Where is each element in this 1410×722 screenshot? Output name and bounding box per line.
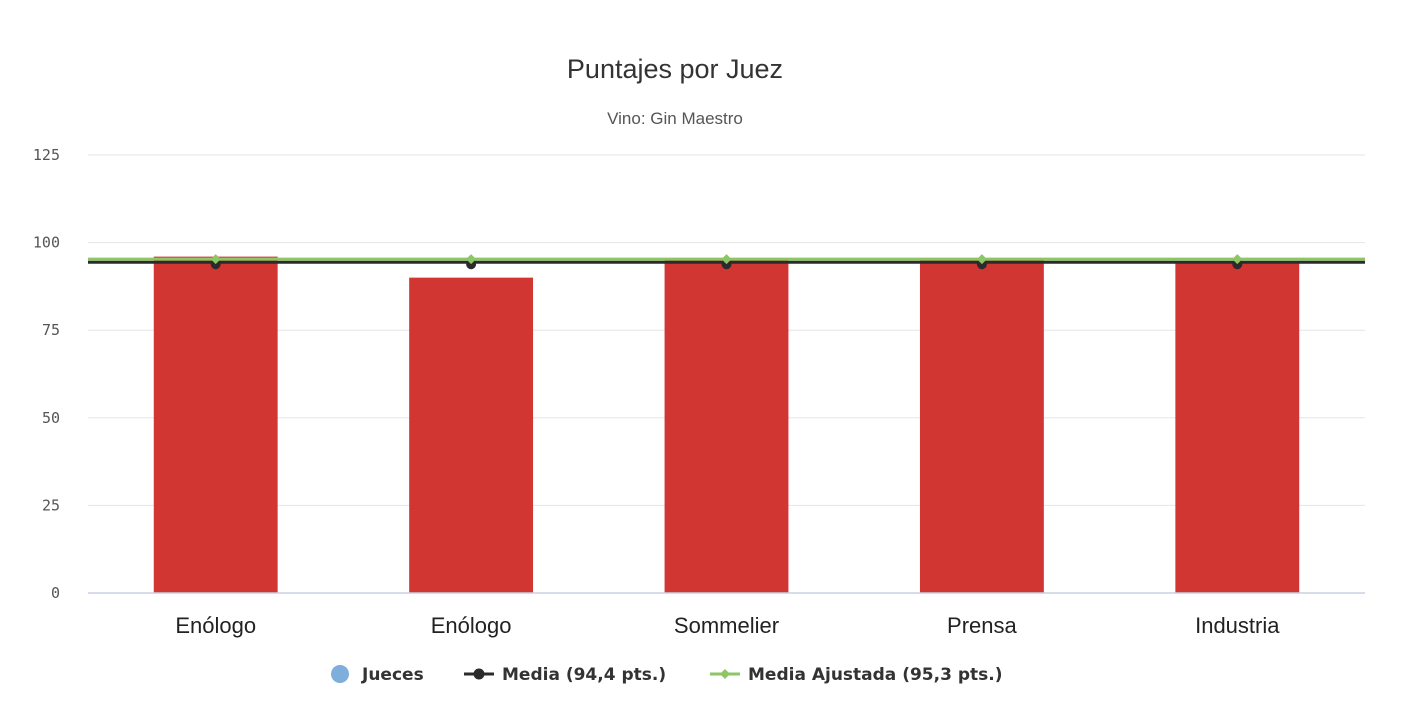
y-tick-label: 0 — [51, 584, 60, 602]
series-point — [466, 259, 477, 270]
legend-item-2: Media Ajustada (95,3 pts.) — [710, 665, 1002, 685]
series-point — [466, 254, 477, 265]
legend-symbol-marker — [720, 669, 730, 679]
x-tick-label: Industria — [1195, 613, 1280, 638]
x-tick-label: Prensa — [947, 613, 1017, 638]
y-axis: 0 25 50 75 100 125 — [33, 146, 60, 602]
bar — [919, 258, 1044, 593]
series-point — [1232, 259, 1243, 270]
legend-label: Media (94,4 pts.) — [502, 665, 666, 685]
y-tick-label: 25 — [42, 496, 60, 514]
x-tick-label: Enólogo — [175, 613, 256, 638]
series-point — [721, 259, 732, 270]
legend-symbol — [331, 665, 349, 683]
legend-item-0: Jueces — [331, 665, 424, 685]
chart-title: Puntajes por Juez — [567, 54, 783, 84]
y-tick-label: 125 — [33, 146, 60, 164]
x-tick-label: Sommelier — [674, 613, 779, 638]
series-point — [976, 259, 987, 270]
bar — [1175, 261, 1300, 593]
y-tick-label: 75 — [42, 321, 60, 339]
bar — [153, 256, 278, 593]
series-point — [721, 254, 732, 265]
x-axis: Enólogo Enólogo Sommelier Prensa Industria — [175, 613, 1280, 638]
legend-label: Jueces — [361, 665, 424, 685]
legend-symbol-marker — [473, 668, 485, 680]
legend: Jueces Media (94,4 pts.) Media Ajustada (9… — [331, 665, 1002, 685]
series-point — [210, 254, 221, 265]
legend-item-1: Media (94,4 pts.) — [464, 665, 666, 685]
series-point — [210, 259, 221, 270]
lines — [88, 254, 1365, 270]
chart-subtitle: Vino: Gin Maestro — [607, 109, 743, 128]
x-tick-label: Enólogo — [431, 613, 512, 638]
bars — [153, 256, 1300, 593]
y-tick-label: 50 — [42, 409, 60, 427]
series-point — [976, 254, 987, 265]
legend-label: Media Ajustada (95,3 pts.) — [748, 665, 1002, 685]
bar — [664, 260, 789, 593]
bar — [409, 277, 534, 593]
series-point — [1232, 254, 1243, 265]
y-tick-label: 100 — [33, 234, 60, 252]
